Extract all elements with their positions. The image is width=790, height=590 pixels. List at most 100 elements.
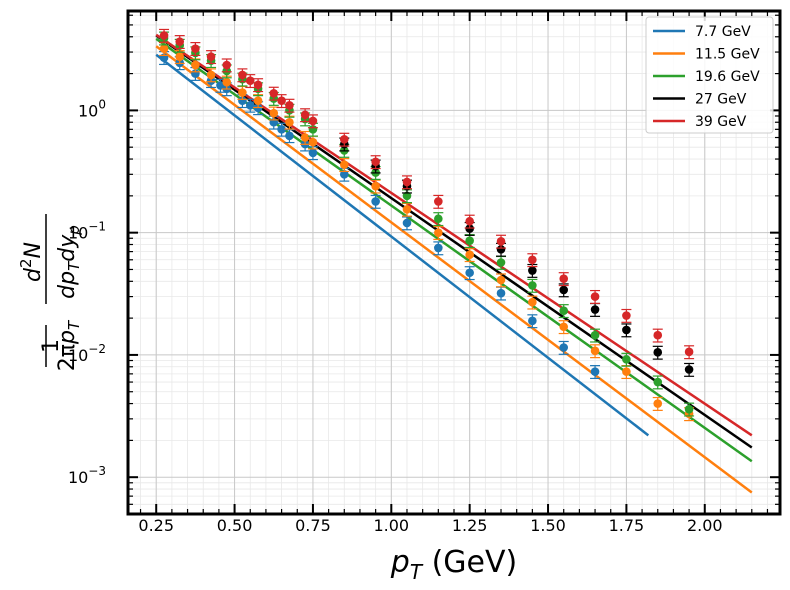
data-marker <box>496 275 506 285</box>
data-point <box>527 278 538 293</box>
data-point <box>527 253 538 268</box>
data-point <box>245 74 256 89</box>
data-marker <box>308 148 318 158</box>
data-marker <box>590 346 600 356</box>
data-marker <box>528 316 537 326</box>
data-marker <box>402 177 412 187</box>
data-marker <box>238 96 247 106</box>
y-label-numerator: d2N <box>17 242 46 282</box>
data-point <box>253 94 264 109</box>
data-point <box>652 375 663 390</box>
data-marker <box>559 285 569 295</box>
fit-line <box>155 34 753 449</box>
legend-label: 39 GeV <box>695 114 747 130</box>
data-point <box>284 129 295 144</box>
data-marker <box>245 76 255 85</box>
x-axis-label: pT (GeV) <box>390 545 517 584</box>
data-point <box>558 340 569 355</box>
axis-ticks <box>128 11 780 514</box>
data-marker <box>684 347 694 357</box>
data-marker <box>269 108 279 118</box>
data-markers <box>159 28 695 422</box>
x-tick-label: 1.75 <box>609 516 645 535</box>
data-marker <box>402 218 412 228</box>
data-marker <box>434 228 443 237</box>
data-point <box>245 98 256 113</box>
y-tick-labels: 10−3 10−2 10−1 100 <box>68 97 106 487</box>
x-tick-labels: 0.25 0.50 0.75 1.00 1.25 1.50 1.75 2.00 <box>138 516 722 535</box>
data-marker <box>653 399 663 408</box>
data-point <box>433 194 444 209</box>
legend-label: 27 GeV <box>695 92 747 108</box>
data-marker <box>622 367 631 376</box>
data-point <box>237 68 248 83</box>
data-point <box>300 108 311 123</box>
data-marker <box>159 44 169 53</box>
data-marker <box>277 125 286 134</box>
data-point <box>527 295 538 310</box>
data-marker <box>285 101 294 110</box>
x-tick-label: 2.00 <box>687 516 723 535</box>
data-marker <box>371 197 380 206</box>
x-tick-label: 1.00 <box>373 516 409 535</box>
data-point <box>174 35 185 50</box>
data-point <box>590 344 601 359</box>
data-marker <box>622 311 631 320</box>
data-marker <box>528 255 537 265</box>
data-point <box>684 345 695 360</box>
data-marker <box>339 160 349 169</box>
legend-label: 7.7 GeV <box>695 24 751 40</box>
data-marker <box>371 157 380 167</box>
data-marker <box>559 343 569 352</box>
data-point <box>300 130 311 145</box>
data-marker <box>222 60 232 70</box>
data-marker <box>496 258 506 267</box>
data-marker <box>300 133 310 142</box>
data-marker <box>371 181 380 191</box>
legend-label: 19.6 GeV <box>695 69 760 85</box>
data-point <box>401 202 412 217</box>
data-point <box>433 241 444 256</box>
data-marker <box>191 60 200 70</box>
data-point <box>684 362 695 377</box>
data-marker <box>206 52 216 61</box>
data-marker <box>434 197 443 206</box>
data-point <box>401 216 412 231</box>
data-marker <box>590 292 600 301</box>
data-marker <box>559 274 569 284</box>
x-tick-label: 0.75 <box>295 516 331 535</box>
data-marker <box>222 77 232 87</box>
data-marker <box>465 268 474 278</box>
data-marker <box>528 281 537 290</box>
data-marker <box>175 52 185 61</box>
data-point <box>652 328 663 343</box>
data-marker <box>238 70 247 80</box>
data-marker <box>653 330 663 340</box>
data-marker <box>684 365 694 374</box>
data-point <box>590 289 601 304</box>
data-point <box>221 58 232 73</box>
data-marker <box>590 367 600 376</box>
data-marker <box>528 266 537 275</box>
data-point <box>276 122 287 137</box>
data-point <box>558 272 569 287</box>
data-marker <box>277 96 286 106</box>
x-tick-label: 0.25 <box>138 516 174 535</box>
data-marker <box>402 205 412 214</box>
data-marker <box>559 322 569 332</box>
y-tick-label: 100 <box>78 97 106 120</box>
data-point <box>527 314 538 329</box>
data-marker <box>465 236 474 245</box>
data-marker <box>434 243 443 253</box>
data-marker <box>434 214 443 224</box>
data-point <box>284 98 295 113</box>
data-point <box>621 323 632 338</box>
data-marker <box>175 37 185 46</box>
data-marker <box>285 131 294 141</box>
data-marker <box>269 88 279 98</box>
data-marker <box>238 88 247 97</box>
data-marker <box>528 297 537 307</box>
data-marker <box>622 325 631 335</box>
data-point <box>339 132 350 147</box>
data-point <box>206 68 217 83</box>
